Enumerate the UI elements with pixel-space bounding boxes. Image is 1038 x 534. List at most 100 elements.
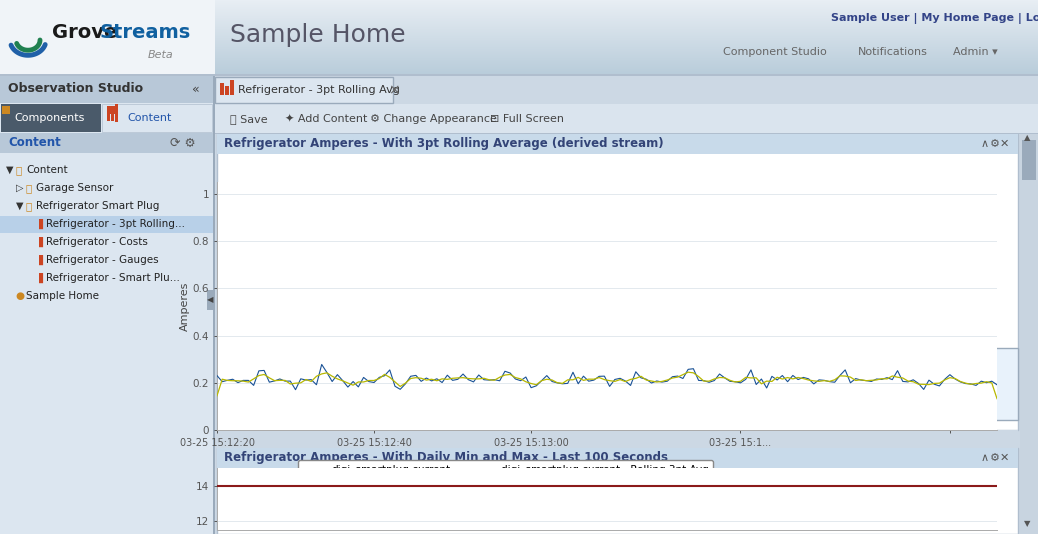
Text: ▼: ▼ <box>16 201 24 211</box>
FancyBboxPatch shape <box>0 46 1038 47</box>
FancyBboxPatch shape <box>0 9 1038 10</box>
Text: ×: × <box>388 83 400 97</box>
FancyBboxPatch shape <box>0 63 1038 64</box>
FancyBboxPatch shape <box>215 76 1038 104</box>
FancyBboxPatch shape <box>0 50 1038 51</box>
FancyBboxPatch shape <box>0 36 1038 37</box>
FancyBboxPatch shape <box>1 104 101 132</box>
Text: Refrigerator Smart Plug: Refrigerator Smart Plug <box>36 201 160 211</box>
Text: Sample User | My Home Page | Logout: Sample User | My Home Page | Logout <box>831 12 1038 23</box>
FancyBboxPatch shape <box>115 104 118 122</box>
Text: 💾 Save: 💾 Save <box>230 114 268 124</box>
Text: ▼: ▼ <box>1025 520 1031 529</box>
FancyBboxPatch shape <box>215 133 1038 134</box>
Bar <box>107 106 115 114</box>
Text: ⟳ ⚙: ⟳ ⚙ <box>170 137 196 150</box>
Text: ✦ Add Content: ✦ Add Content <box>285 114 367 124</box>
Text: Refrigerator - Costs: Refrigerator - Costs <box>46 237 147 247</box>
FancyBboxPatch shape <box>0 76 213 103</box>
Text: «: « <box>192 82 199 96</box>
FancyBboxPatch shape <box>0 10 1038 11</box>
Text: ⚙: ⚙ <box>990 139 1000 149</box>
Text: Content: Content <box>26 165 67 175</box>
FancyBboxPatch shape <box>0 2 1038 3</box>
FancyBboxPatch shape <box>217 134 1018 154</box>
Legend: digi_smartplug.current, digi_smartplug.current - Rolling 3pt Avg: digi_smartplug.current, digi_smartplug.c… <box>298 460 713 480</box>
FancyBboxPatch shape <box>107 107 110 121</box>
FancyBboxPatch shape <box>0 30 1038 31</box>
Text: Admin ▾: Admin ▾ <box>953 47 998 57</box>
FancyBboxPatch shape <box>0 21 1038 22</box>
FancyBboxPatch shape <box>0 11 1038 12</box>
Text: ▐: ▐ <box>35 219 43 229</box>
FancyBboxPatch shape <box>0 4 1038 5</box>
FancyBboxPatch shape <box>217 448 1018 534</box>
FancyBboxPatch shape <box>0 66 1038 67</box>
FancyBboxPatch shape <box>0 12 1038 13</box>
FancyBboxPatch shape <box>0 17 1038 18</box>
FancyBboxPatch shape <box>0 31 1038 32</box>
FancyBboxPatch shape <box>0 47 1038 48</box>
Text: Refrigerator Amperes - With 3pt Rolling Average (derived stream): Refrigerator Amperes - With 3pt Rolling … <box>224 137 663 151</box>
FancyBboxPatch shape <box>217 430 1018 448</box>
FancyBboxPatch shape <box>0 76 213 534</box>
FancyBboxPatch shape <box>0 71 1038 72</box>
FancyBboxPatch shape <box>0 64 1038 65</box>
Text: Notifications: Notifications <box>858 47 928 57</box>
Bar <box>2 106 10 114</box>
FancyBboxPatch shape <box>0 38 1038 39</box>
Text: ⚙: ⚙ <box>990 453 1000 463</box>
Text: ▼: ▼ <box>6 165 13 175</box>
FancyBboxPatch shape <box>0 54 1038 55</box>
Y-axis label: Amperes: Amperes <box>180 281 190 331</box>
FancyBboxPatch shape <box>0 13 1038 14</box>
Text: Refrigerator - 3pt Rolling...: Refrigerator - 3pt Rolling... <box>46 219 185 229</box>
FancyBboxPatch shape <box>207 290 213 310</box>
FancyBboxPatch shape <box>225 86 229 95</box>
FancyBboxPatch shape <box>0 75 1038 76</box>
Text: Refrigerator - Gauges: Refrigerator - Gauges <box>46 255 159 265</box>
FancyBboxPatch shape <box>0 0 215 75</box>
FancyBboxPatch shape <box>0 15 1038 16</box>
FancyBboxPatch shape <box>215 77 393 103</box>
Text: Beta: Beta <box>148 50 173 60</box>
Text: Garage Sensor: Garage Sensor <box>36 183 113 193</box>
FancyBboxPatch shape <box>0 70 1038 71</box>
FancyBboxPatch shape <box>0 76 1038 104</box>
FancyBboxPatch shape <box>0 32 1038 33</box>
Text: ●: ● <box>15 291 24 301</box>
FancyBboxPatch shape <box>0 67 1038 68</box>
FancyBboxPatch shape <box>0 35 1038 36</box>
FancyBboxPatch shape <box>102 104 212 132</box>
FancyBboxPatch shape <box>1022 140 1036 180</box>
FancyBboxPatch shape <box>0 34 1038 35</box>
FancyBboxPatch shape <box>0 43 1038 44</box>
FancyBboxPatch shape <box>0 74 1038 75</box>
FancyBboxPatch shape <box>0 7 1038 8</box>
FancyBboxPatch shape <box>0 51 1038 52</box>
Text: ▐: ▐ <box>35 273 43 283</box>
FancyBboxPatch shape <box>0 59 1038 60</box>
Text: ∧: ∧ <box>981 453 989 463</box>
FancyBboxPatch shape <box>0 45 1038 46</box>
FancyBboxPatch shape <box>217 448 1018 468</box>
Text: Content: Content <box>128 113 172 123</box>
Text: Grove: Grove <box>52 22 117 42</box>
FancyBboxPatch shape <box>0 22 1038 23</box>
Text: ◀: ◀ <box>207 295 214 304</box>
FancyBboxPatch shape <box>0 216 213 233</box>
FancyBboxPatch shape <box>0 42 1038 43</box>
FancyBboxPatch shape <box>0 58 1038 59</box>
FancyBboxPatch shape <box>220 83 224 95</box>
Text: Sample Home: Sample Home <box>26 291 99 301</box>
Text: Streams: Streams <box>100 22 191 42</box>
FancyBboxPatch shape <box>0 57 1038 58</box>
FancyBboxPatch shape <box>0 1 1038 2</box>
FancyBboxPatch shape <box>0 40 1038 41</box>
Text: ⊡ Full Screen: ⊡ Full Screen <box>490 114 564 124</box>
FancyBboxPatch shape <box>1020 134 1038 534</box>
Text: 📁: 📁 <box>25 201 31 211</box>
Text: ∧: ∧ <box>981 139 989 149</box>
FancyBboxPatch shape <box>0 39 1038 40</box>
FancyBboxPatch shape <box>230 80 234 95</box>
